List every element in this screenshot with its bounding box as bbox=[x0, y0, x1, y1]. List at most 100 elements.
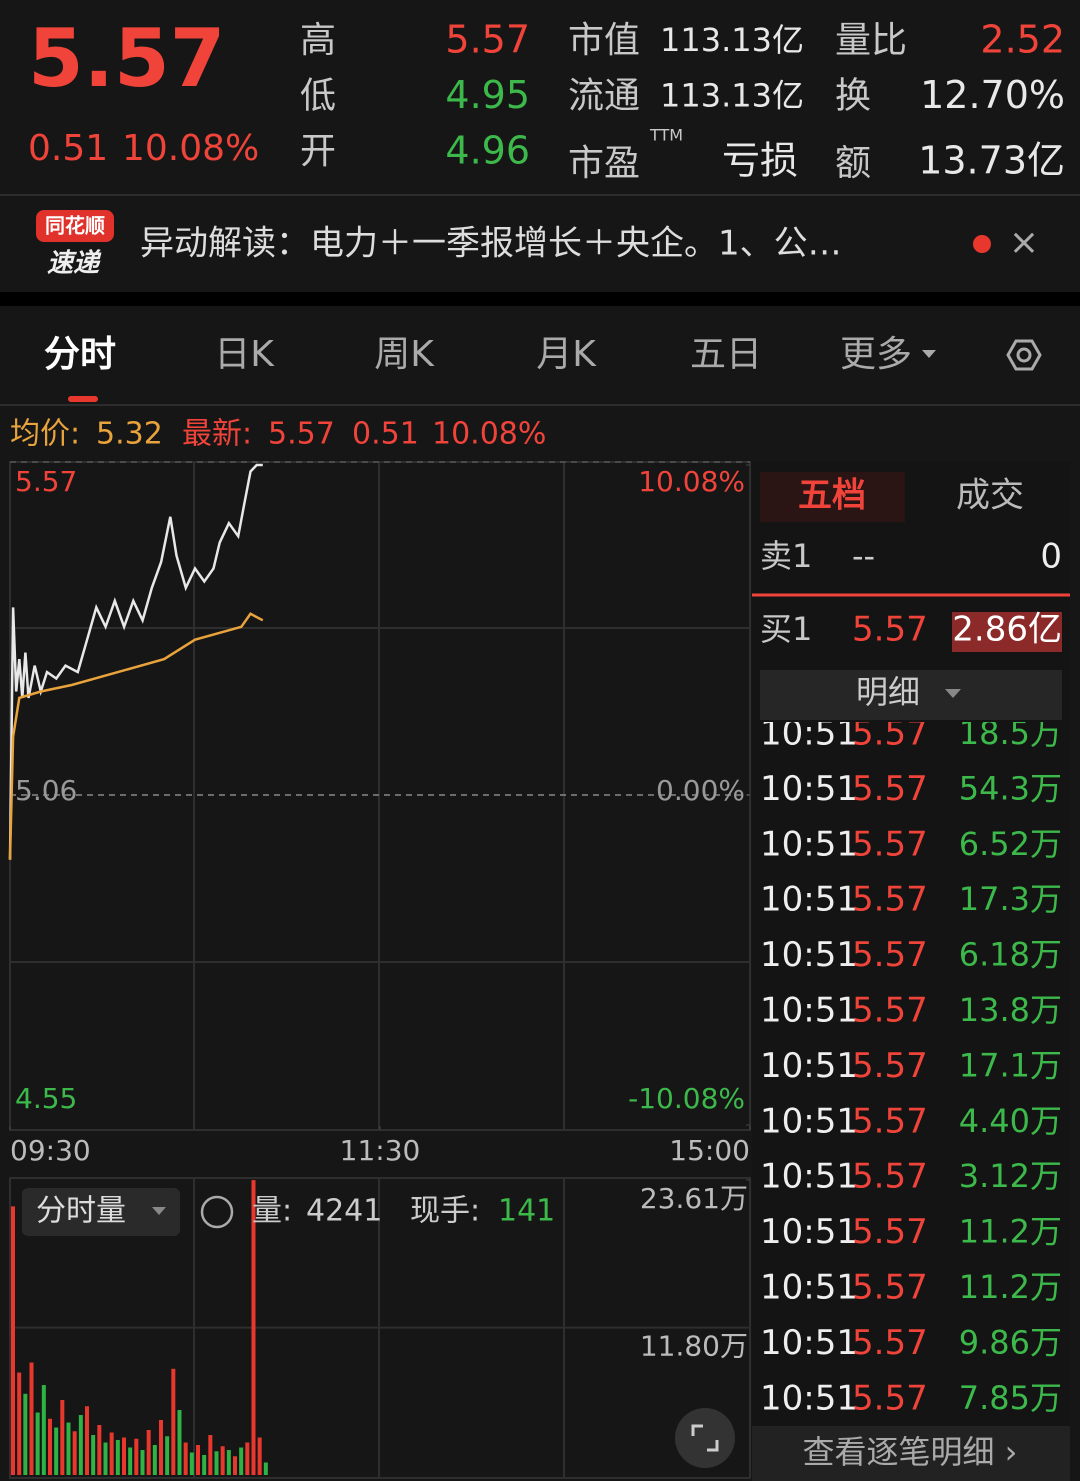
trade-vol: 13.8万 bbox=[959, 991, 1062, 1029]
intraday-chart: 4.55 5.06 5.57 -10.08% 0.00% 10.08% 09:30 11:30… bbox=[8, 461, 751, 1479]
trade-vol: 17.3万 bbox=[959, 880, 1062, 918]
volume-bar bbox=[109, 1432, 114, 1475]
more-button[interactable]: 查看逐笔明细 › bbox=[803, 1433, 1018, 1471]
average-line bbox=[8, 612, 264, 860]
y2-tick-label: 0.00% bbox=[656, 774, 745, 807]
dropdown-arrow bbox=[152, 1207, 166, 1215]
trade-price: 5.57 bbox=[852, 991, 928, 1031]
trade-time: 10:51 bbox=[760, 1268, 858, 1308]
trade-vol: 7.85万 bbox=[959, 1379, 1062, 1417]
tab[interactable]: 更多 bbox=[840, 334, 912, 375]
y-tick-label: 4.55 bbox=[15, 1082, 77, 1115]
volume-bar bbox=[208, 1435, 213, 1475]
dropdown-arrow bbox=[922, 350, 936, 358]
trade-time: 10:51 bbox=[760, 1046, 858, 1086]
stat-value: 4.96 bbox=[445, 129, 530, 173]
trade-price: 5.57 bbox=[852, 1378, 928, 1418]
trade-time: 10:51 bbox=[760, 1101, 858, 1141]
buy-vol: 2.86亿 bbox=[952, 610, 1062, 650]
hand-value: 141 bbox=[498, 1194, 555, 1229]
badge-text: 同花顺 bbox=[45, 214, 105, 238]
trade-time: 10:51 bbox=[760, 880, 858, 920]
settings-icon[interactable] bbox=[1006, 339, 1042, 371]
stat-label: 高 bbox=[300, 20, 336, 61]
detail-bg[interactable] bbox=[760, 670, 1062, 720]
trade-vol: 9.86万 bbox=[959, 1323, 1062, 1361]
volume-value: 4241 bbox=[306, 1194, 382, 1229]
tab[interactable]: 分时 bbox=[44, 334, 116, 375]
volume-bar bbox=[60, 1400, 65, 1475]
volume-bar bbox=[78, 1415, 83, 1475]
volume-bar bbox=[97, 1425, 102, 1475]
sell-price: -- bbox=[852, 537, 875, 575]
detail-label[interactable]: 明细 bbox=[856, 673, 920, 711]
volume-bar bbox=[159, 1420, 163, 1475]
volume-bar bbox=[233, 1456, 237, 1475]
more-button-bg[interactable] bbox=[752, 1426, 1070, 1481]
stat-sup: TTM bbox=[649, 126, 683, 145]
fullscreen-button[interactable] bbox=[675, 1408, 735, 1468]
trade-vol: 6.52万 bbox=[959, 825, 1062, 863]
y2-tick-label: -10.08% bbox=[628, 1082, 745, 1115]
tab-active-bg bbox=[760, 472, 905, 522]
info-text: 5.57 bbox=[268, 417, 335, 452]
volume-bar bbox=[171, 1368, 176, 1475]
trade-vol: 11.2万 bbox=[959, 1268, 1062, 1306]
news-text[interactable]: 异动解读：电力＋一季报增长＋央企。1、公… bbox=[140, 224, 842, 264]
tab[interactable]: 五日 bbox=[690, 334, 762, 375]
volume-bar bbox=[23, 1393, 28, 1475]
x-tick-label: 09:30 bbox=[10, 1134, 91, 1167]
trade-time: 10:51 bbox=[760, 714, 858, 754]
stat-label: 额 bbox=[835, 143, 871, 184]
volume-bar bbox=[72, 1431, 77, 1475]
help-icon[interactable] bbox=[200, 1195, 234, 1229]
trade-vol: 11.2万 bbox=[959, 1213, 1062, 1251]
volume-bar bbox=[152, 1445, 157, 1475]
info-text: 0.51 bbox=[352, 417, 419, 452]
last-price: 5.57 bbox=[28, 12, 225, 105]
volume-tick-label: 23.61万 bbox=[640, 1182, 748, 1215]
tab-indicator bbox=[68, 396, 98, 402]
volume-bar bbox=[189, 1452, 194, 1475]
volume-selector[interactable] bbox=[22, 1188, 180, 1236]
trade-price: 5.57 bbox=[852, 1157, 928, 1197]
stat-value: 2.52 bbox=[980, 18, 1065, 62]
trade-price: 5.57 bbox=[852, 1046, 928, 1086]
volume-bar bbox=[263, 1462, 268, 1475]
stat-value: 13.73亿 bbox=[918, 139, 1065, 183]
tab[interactable]: 周K bbox=[374, 334, 435, 375]
volume-bar bbox=[202, 1455, 207, 1475]
y-tick-label: 5.06 bbox=[15, 774, 77, 807]
volume-bar bbox=[128, 1447, 133, 1475]
trade-vol: 17.1万 bbox=[959, 1046, 1062, 1084]
trade-time: 10:51 bbox=[760, 1323, 858, 1363]
y2-tick-label: 10.08% bbox=[638, 465, 745, 498]
trade-price: 5.57 bbox=[852, 1323, 928, 1363]
volume-title[interactable]: 分时量 bbox=[36, 1194, 126, 1229]
trade-time: 10:51 bbox=[760, 1212, 858, 1252]
stat-label: 换 bbox=[835, 76, 871, 117]
volume-bar bbox=[220, 1446, 225, 1475]
badge-text: 速递 bbox=[47, 249, 102, 279]
volume-bar bbox=[66, 1422, 71, 1475]
book-tab[interactable]: 五档 bbox=[798, 476, 866, 516]
trade-time: 10:51 bbox=[760, 824, 858, 864]
close-button[interactable]: × bbox=[1009, 222, 1039, 263]
volume-bar bbox=[183, 1442, 188, 1475]
volume-tick-label: 11.80万 bbox=[640, 1330, 748, 1363]
tab[interactable]: 月K bbox=[536, 334, 597, 375]
trade-price: 5.57 bbox=[852, 824, 928, 864]
tab[interactable]: 日K bbox=[214, 334, 275, 375]
trade-price: 5.57 bbox=[852, 1268, 928, 1308]
volume-bar bbox=[115, 1440, 120, 1475]
book-tab[interactable]: 成交 bbox=[956, 476, 1024, 516]
badge bbox=[36, 210, 114, 242]
volume-bar bbox=[11, 1206, 15, 1475]
volume-bar bbox=[245, 1442, 250, 1475]
volume-bar bbox=[17, 1372, 22, 1475]
stat-label: 量比 bbox=[835, 20, 907, 61]
